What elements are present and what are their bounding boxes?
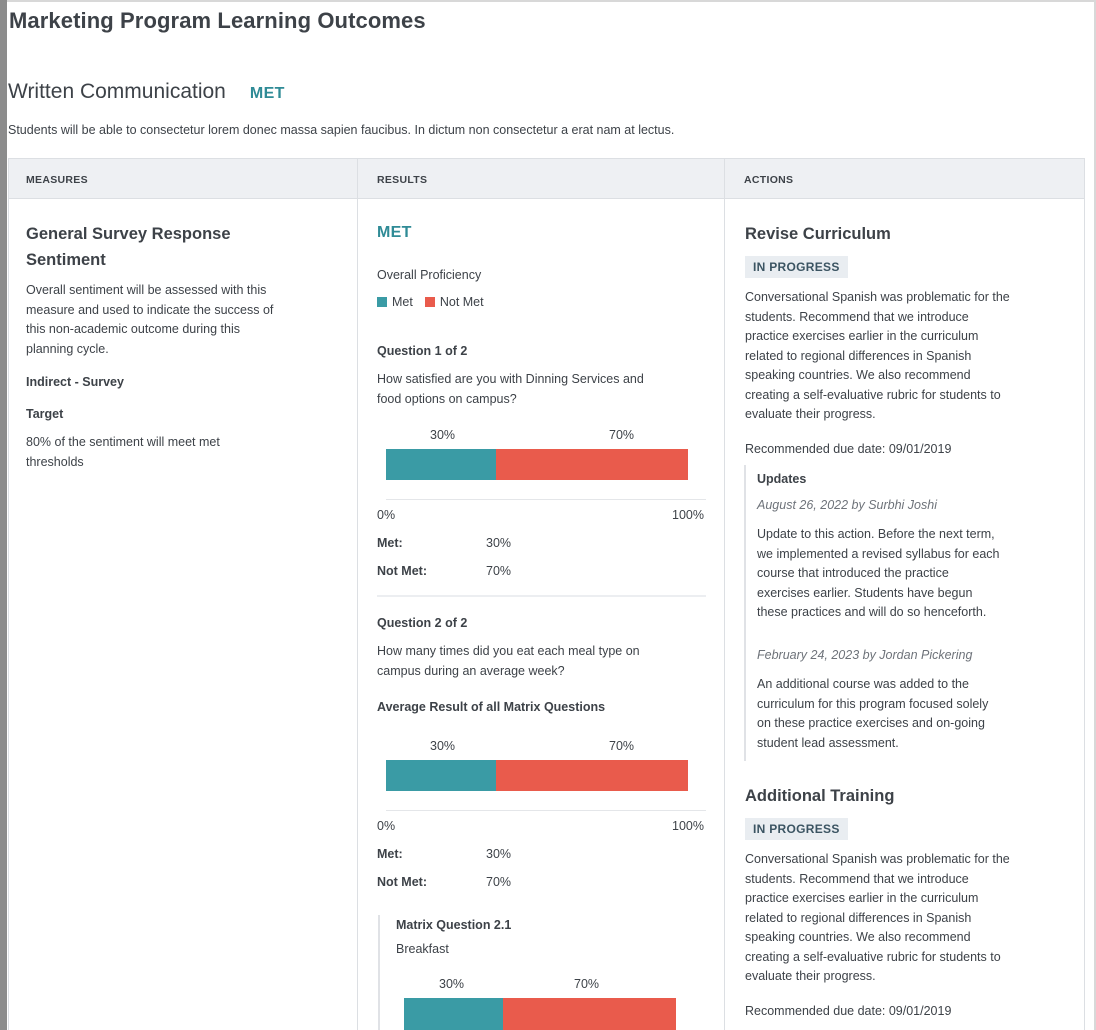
panel-header-row [9, 159, 1084, 199]
overall-proficiency-label: Overall Proficiency [377, 268, 482, 282]
matrix-question-heading: Matrix Question 2.1 [396, 918, 512, 932]
q2-not-met-label: Not Met: [377, 875, 427, 889]
action-2-status-badge: IN PROGRESS [745, 818, 848, 840]
measure-description: Overall sentiment will be assessed with … [26, 283, 274, 356]
window-left-edge [0, 0, 7, 1030]
q1-stacked-bar [386, 449, 688, 480]
column-header-results: RESULTS [377, 174, 428, 186]
legend-item-met: Met [377, 295, 413, 309]
q2-stacked-bar [386, 760, 688, 791]
matrix-not-met-pct-label: 70% [574, 977, 600, 991]
q1-not-met-pct-label: 70% [609, 428, 635, 442]
matrix-question-rule [378, 915, 380, 1030]
q2-axis-max: 100% [672, 819, 704, 833]
q2-axis-line [386, 810, 706, 811]
q1-met-label: Met: [377, 536, 403, 550]
window-right-edge [1094, 0, 1096, 1030]
q1-not-met-label: Not Met: [377, 564, 427, 578]
q2-met-label: Met: [377, 847, 403, 861]
page-title: Marketing Program Learning Outcomes [9, 8, 426, 33]
outcome-detail-panel: MEASURES RESULTS ACTIONS General Survey … [8, 158, 1085, 1030]
updates-heading: Updates [757, 472, 807, 486]
q1-bar-not-met-segment [496, 449, 688, 480]
action-1-title: Revise Curriculum [745, 225, 891, 243]
update-1-text: Update to this action. Before the next t… [757, 527, 1000, 619]
action-1-description: Conversational Spanish was problematic f… [745, 290, 1010, 421]
q1-bar-met-segment [386, 449, 497, 480]
average-result-label: Average Result of all Matrix Questions [377, 700, 606, 714]
q2-not-met-pct-label: 70% [609, 739, 635, 753]
question-1-heading: Question 1 of 2 [377, 344, 468, 358]
results-status: MET [377, 224, 412, 241]
column-divider [357, 159, 358, 1030]
legend-item-not-met: Not Met [424, 295, 484, 309]
action-1-due-date: Recommended due date: 09/01/2019 [745, 442, 952, 456]
measure-target-text: 80% of the sentiment will meet met thres… [26, 435, 220, 469]
q1-met-value: 30% [486, 536, 512, 550]
measure-type: Indirect - Survey [26, 375, 124, 389]
matrix-question-subtitle: Breakfast [396, 942, 449, 956]
q1-not-met-value: 70% [486, 564, 512, 578]
outcome-header: Written Communication MET [8, 80, 285, 104]
action-1-status-badge: IN PROGRESS [745, 256, 848, 278]
action-2-description: Conversational Spanish was problematic f… [745, 852, 1010, 983]
question-2-heading: Question 2 of 2 [377, 616, 468, 630]
q2-not-met-value: 70% [486, 875, 512, 889]
column-divider [724, 159, 725, 1030]
q2-bar-not-met-segment [496, 760, 688, 791]
action-2-title: Additional Training [745, 787, 895, 805]
update-1-meta: August 26, 2022 by Surbhi Joshi [757, 498, 937, 512]
q2-axis-min: 0% [377, 819, 396, 833]
update-2-meta: February 24, 2023 by Jordan Pickering [757, 648, 973, 662]
question-1-text: How satisfied are you with Dinning Servi… [377, 372, 644, 406]
measure-title: General Survey Response Sentiment [26, 225, 231, 269]
measure-target-label: Target [26, 407, 64, 421]
q1-axis-line [386, 499, 706, 500]
update-2-text: An additional course was added to the cu… [757, 677, 989, 750]
q2-bar-met-segment [386, 760, 497, 791]
q1-axis-min: 0% [377, 508, 396, 522]
q1-met-pct-label: 30% [430, 428, 456, 442]
outcome-title: Written Communication [8, 80, 226, 103]
q1-axis-max: 100% [672, 508, 704, 522]
column-header-measures: MEASURES [26, 174, 88, 186]
updates-rule [744, 465, 746, 761]
question-2-text: How many times did you eat each meal typ… [377, 644, 640, 678]
legend-swatch-met [377, 297, 387, 307]
matrix-met-pct-label: 30% [439, 977, 465, 991]
window-top-edge [7, 0, 1096, 2]
action-2-due-date: Recommended due date: 09/01/2019 [745, 1004, 952, 1018]
legend-swatch-not-met [424, 297, 435, 307]
matrix-stacked-bar [404, 998, 676, 1030]
chart-legend: Met Not Met [377, 295, 496, 309]
outcome-description: Students will be able to consectetur lor… [8, 123, 675, 137]
q2-met-pct-label: 30% [430, 739, 456, 753]
matrix-bar-not-met-segment [503, 998, 676, 1030]
outcome-status-badge: MET [249, 85, 285, 102]
column-header-actions: ACTIONS [744, 174, 794, 186]
results-separator [377, 595, 706, 597]
matrix-bar-met-segment [404, 998, 504, 1030]
q2-met-value: 30% [486, 847, 512, 861]
